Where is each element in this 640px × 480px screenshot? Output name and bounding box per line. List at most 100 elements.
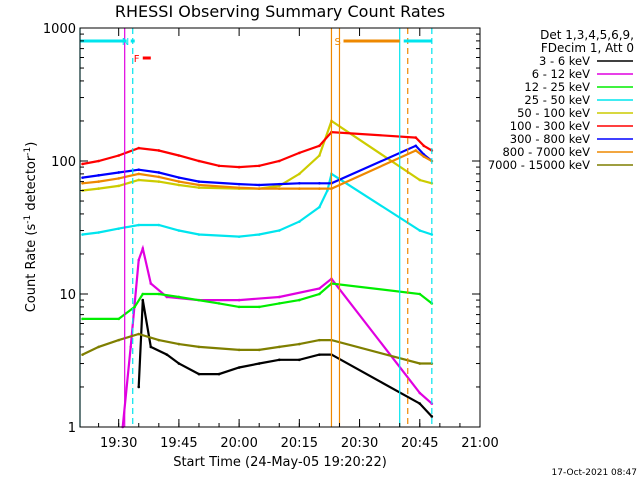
series-point [177,295,181,299]
y-axis-label-sup2: -1 [23,147,33,156]
series-point [197,183,201,187]
series-point [177,180,181,183]
series-point [257,305,261,309]
series-point [422,155,426,158]
plot-frame [79,27,481,428]
series-point [117,171,120,174]
series-point [141,247,145,250]
series-point [217,302,221,305]
series-point [137,332,141,336]
series-point [418,402,422,405]
series-point [237,165,241,169]
series-point [97,345,100,349]
series-point [137,178,141,182]
x-tick-label: 19:45 [160,436,197,451]
x-tick-label: 20:15 [281,436,318,451]
series-point [277,295,281,299]
legend-label: 3 - 6 keV [539,54,590,68]
series-point [298,172,301,176]
series-point [177,229,181,232]
y-axis-label-sup1: -1 [23,215,33,224]
series-point [117,338,120,342]
series-point [137,223,141,227]
series-point [318,287,321,290]
series-point [277,345,281,349]
series-point [326,189,329,192]
series-point [277,187,281,190]
series-line-0 [137,299,433,418]
legend-label: 7000 - 15000 keV [488,158,590,172]
series-point [157,149,161,152]
series-point [237,182,241,186]
series-point [97,231,100,234]
series-point [97,180,100,183]
series-point [141,298,145,302]
axis-ticks: 19:30 19:45 20:00 20:15 20:30 20:45 21:00 1 10 10… [43,22,499,451]
series-point [277,302,281,305]
state-bar-label: N [122,37,129,48]
series-point [177,183,181,187]
y-axis-label-main: Count Rate (s [24,224,39,313]
series-point [141,292,145,296]
y-tick-label: 100 [51,155,76,170]
series-point [298,151,301,155]
legend-label: 6 - 12 keV [532,67,590,81]
series-point [277,182,281,186]
series-point [298,220,301,223]
y-tick-label: 1 [68,421,76,436]
series-point [149,345,153,349]
series-point [298,358,301,362]
series-point [318,205,321,209]
series-point [237,348,241,352]
y-axis-label-end: ) [24,142,39,147]
x-tick-label: 21:00 [461,436,498,451]
series-line-1 [121,244,433,428]
series-point [81,162,84,166]
series-point [133,305,137,309]
legend-header-2: FDecim 1, Att 0 [541,41,634,55]
series-point [277,159,281,163]
legend-header-1: Det 1,3,4,5,6,9, [540,28,634,42]
series-point [418,391,422,395]
series-point [257,348,261,352]
series-point [117,227,120,230]
series-point [430,233,434,236]
series-point [430,415,434,418]
series-point [318,181,321,185]
state-bar-label: F [134,54,140,65]
x-tick-label: 20:45 [401,436,438,451]
series-point [237,366,241,369]
series-point [197,372,201,376]
footer-date: 17-Oct-2021 08:47 [552,468,637,478]
series-point [81,181,84,185]
series-point [298,298,301,302]
series-point [197,180,201,183]
series-point [257,362,261,365]
series-point [157,338,161,342]
series-point [197,345,201,349]
series-point [149,282,153,285]
series-point [318,154,321,157]
series-point [414,136,418,139]
chart-title: RHESSI Observing Summary Count Rates [115,2,445,21]
series-point [217,372,221,376]
series-point [257,233,261,236]
x-tick-label: 20:00 [220,436,257,451]
series-point [117,154,120,157]
series-line-6 [82,144,433,187]
legend-label: 300 - 800 keV [510,132,590,146]
overlay-layer: NF S [79,28,433,427]
series-point [81,317,84,321]
series-point [418,178,422,182]
series-point [81,233,84,236]
x-axis-label: Start Time (24-May-05 19:20:22) [173,455,387,470]
series-point [237,186,241,189]
series-point [137,172,141,176]
series-point [177,362,181,365]
series-point [157,171,161,174]
y-axis-label: Count Rate (s-1 detector-1) [23,142,39,313]
series-point [129,345,133,349]
series-point [137,385,141,389]
